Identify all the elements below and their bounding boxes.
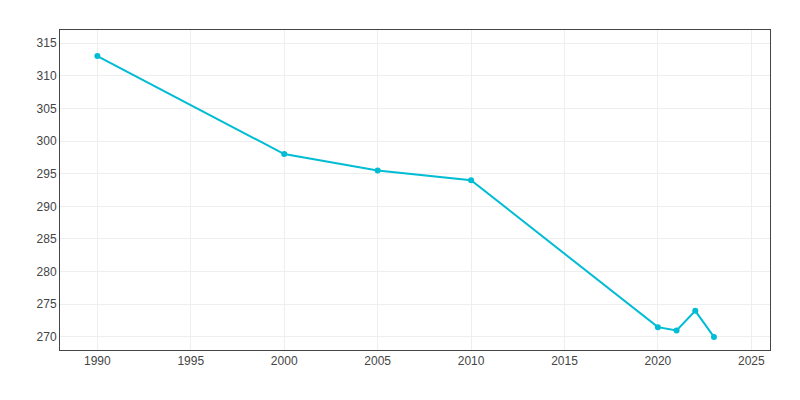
svg-text:295: 295 [37, 167, 57, 181]
svg-text:1990: 1990 [84, 354, 111, 368]
svg-text:290: 290 [37, 200, 57, 214]
svg-text:315: 315 [37, 36, 57, 50]
svg-text:2005: 2005 [364, 354, 391, 368]
svg-text:1995: 1995 [177, 354, 204, 368]
svg-text:280: 280 [37, 265, 57, 279]
svg-text:270: 270 [37, 330, 57, 344]
svg-text:310: 310 [37, 69, 57, 83]
svg-text:275: 275 [37, 297, 57, 311]
svg-text:2000: 2000 [271, 354, 298, 368]
svg-text:285: 285 [37, 232, 57, 246]
svg-text:2015: 2015 [551, 354, 578, 368]
svg-text:300: 300 [37, 134, 57, 148]
svg-text:2025: 2025 [738, 354, 765, 368]
svg-text:305: 305 [37, 102, 57, 116]
svg-text:2020: 2020 [645, 354, 672, 368]
svg-text:2010: 2010 [458, 354, 485, 368]
